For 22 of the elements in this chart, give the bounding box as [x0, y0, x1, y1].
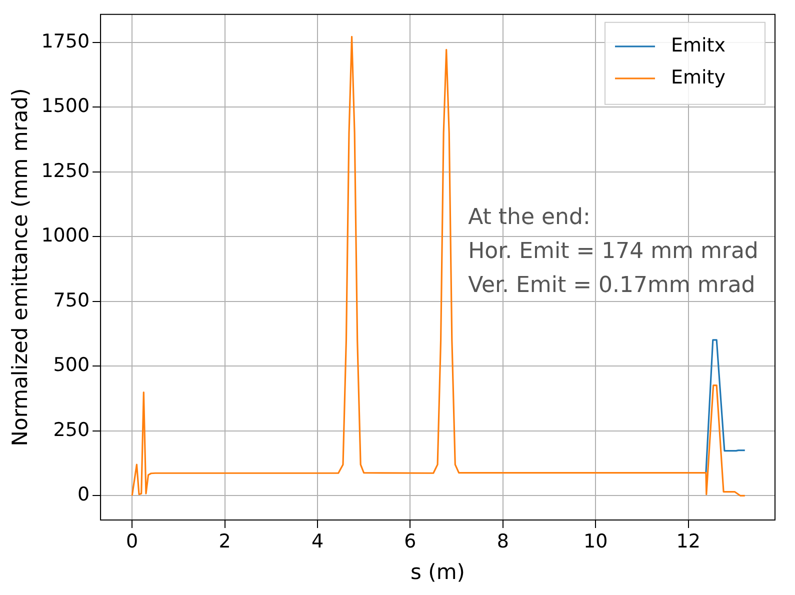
- x-tick-label: 0: [126, 530, 138, 552]
- annotation: At the end:: [468, 205, 590, 230]
- x-tick-label: 2: [218, 530, 231, 552]
- x-tick-label: 10: [584, 530, 608, 552]
- legend-label: Emitx: [671, 34, 726, 56]
- annotation: Ver. Emit = 0.17mm mrad: [468, 273, 756, 298]
- legend-label: Emity: [671, 66, 726, 88]
- x-tick-label: 12: [676, 530, 700, 552]
- x-tick-label: 8: [496, 530, 509, 552]
- x-axis-title: s (m): [410, 560, 466, 584]
- y-axis-title: Normalized emittance (mm mrad): [8, 88, 32, 446]
- y-tick-label: 1500: [41, 95, 90, 118]
- y-tick-label: 1750: [41, 30, 90, 52]
- x-tick-label: 4: [311, 530, 324, 552]
- y-tick-label: 500: [53, 354, 90, 376]
- y-tick-label: 250: [53, 418, 90, 441]
- y-tick-label: 1000: [41, 224, 90, 247]
- y-tick-label: 0: [77, 484, 90, 506]
- y-tick-label: 1250: [41, 160, 90, 182]
- x-tick-label: 6: [404, 530, 416, 552]
- annotation: Hor. Emit = 174 mm mrad: [468, 239, 758, 264]
- y-tick-label: 750: [53, 289, 90, 312]
